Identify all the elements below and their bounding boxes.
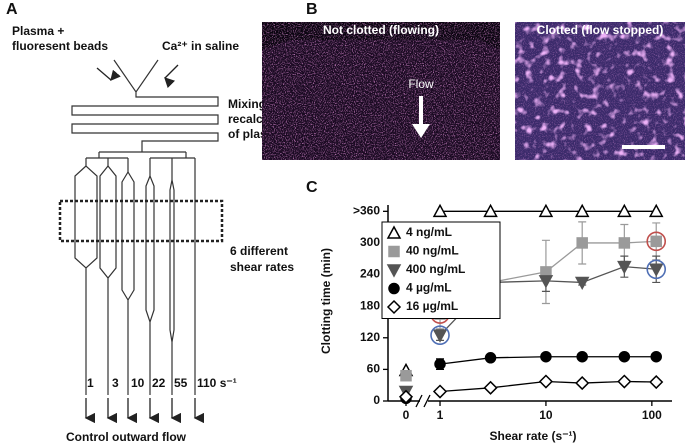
channel-label: 3 xyxy=(112,376,119,390)
panel-c: C Clotting time (min) Shear rate (s⁻¹) xyxy=(306,179,577,443)
data-point xyxy=(618,237,631,249)
inlet-label: fluoresent beads xyxy=(12,39,108,53)
data-point xyxy=(617,260,632,275)
highlight-ring xyxy=(646,259,667,280)
inlet-label: Ca²⁺ in saline xyxy=(162,39,239,53)
micrograph xyxy=(515,22,685,160)
highlight-ring xyxy=(646,231,667,252)
data-point xyxy=(574,203,590,218)
shear-channel xyxy=(145,174,155,395)
legend-label: 4 ng/mL xyxy=(406,225,452,239)
data-point xyxy=(538,275,554,289)
x-tick-label: 0 xyxy=(403,408,410,422)
data-point xyxy=(483,380,498,395)
data-point xyxy=(576,350,588,363)
data-point xyxy=(648,263,664,277)
channel-label: 10 xyxy=(131,376,145,390)
data-point xyxy=(432,384,448,399)
shear-channel xyxy=(74,165,98,395)
y-tick-label: 300 xyxy=(360,235,380,249)
data-point xyxy=(432,203,448,218)
flow-arrow xyxy=(412,96,430,138)
legend-label: 40 ng/mL xyxy=(406,244,459,258)
data-point xyxy=(576,237,588,249)
shear-label: shear rates xyxy=(230,260,294,274)
region-box xyxy=(58,199,224,243)
shear-label: 6 different xyxy=(230,244,288,258)
channel-label: 55 xyxy=(174,376,188,390)
data-point xyxy=(432,329,448,343)
image-title: Not clotted (flowing) xyxy=(323,23,439,37)
axis-break xyxy=(415,394,431,408)
shear-channel xyxy=(99,165,117,395)
panel-letter: C xyxy=(306,179,318,196)
micrograph xyxy=(262,22,500,160)
data-point xyxy=(617,374,632,389)
data-point xyxy=(650,350,662,363)
y-axis-label: Clotting time (min) xyxy=(319,248,333,354)
legend-marker xyxy=(388,282,400,295)
outlet-label: Control outward flow xyxy=(66,430,187,444)
channel-label: 22 xyxy=(152,376,166,390)
shear-channel xyxy=(121,170,135,395)
data-point xyxy=(538,203,554,218)
panel-b: B Not clotted (flowing) Clotted (flow st… xyxy=(262,1,685,160)
arrow xyxy=(164,64,179,89)
data-point xyxy=(400,369,412,382)
legend-marker xyxy=(386,264,402,278)
image-title: Clotted (flow stopped) xyxy=(537,23,664,37)
shear-channel xyxy=(169,179,175,395)
y-tick-label: 0 xyxy=(373,393,380,407)
legend-label: 4 µg/mL xyxy=(406,281,452,295)
legend-marker xyxy=(386,225,402,239)
data-point xyxy=(398,389,414,404)
outlet-arrows xyxy=(84,398,205,424)
x-tick-label: 10 xyxy=(539,408,553,422)
data-point xyxy=(575,376,590,391)
flow-label: Flow xyxy=(408,77,434,91)
arrow xyxy=(96,67,121,81)
legend-label: 400 ng/mL xyxy=(406,262,465,276)
y-tick-label: 240 xyxy=(360,267,380,281)
panel-letter: A xyxy=(6,1,18,18)
data-point xyxy=(540,350,552,363)
data-point xyxy=(574,276,590,291)
x-tick-label: 1 xyxy=(437,408,444,422)
panel-letter: B xyxy=(306,1,318,18)
data-point xyxy=(618,350,631,363)
legend-marker xyxy=(388,245,400,258)
mixer-channel xyxy=(71,59,219,152)
y-tick-label: >360 xyxy=(353,203,380,217)
channel-label: 110 s⁻¹ xyxy=(197,376,237,390)
y-tick-label: 120 xyxy=(360,330,380,344)
branch-channel xyxy=(85,151,196,395)
legend-box xyxy=(381,221,501,319)
x-axis-label: Shear rate (s⁻¹) xyxy=(489,429,576,443)
data-point xyxy=(648,203,664,218)
x-tick-label: 100 xyxy=(642,408,662,422)
data-point xyxy=(483,203,498,218)
inlet-label: Plasma + xyxy=(12,24,64,38)
data-point xyxy=(434,358,446,370)
y-tick-label: 180 xyxy=(360,298,380,312)
data-point xyxy=(649,374,664,390)
legend-marker xyxy=(386,299,402,315)
data-point xyxy=(484,352,497,364)
data-point xyxy=(617,203,632,218)
highlight-ring xyxy=(430,325,450,345)
channel-label: 1 xyxy=(87,376,94,390)
data-point xyxy=(538,374,553,389)
legend-label: 16 µg/mL xyxy=(406,299,458,313)
data-point xyxy=(650,235,662,248)
y-tick-label: 60 xyxy=(367,362,381,376)
